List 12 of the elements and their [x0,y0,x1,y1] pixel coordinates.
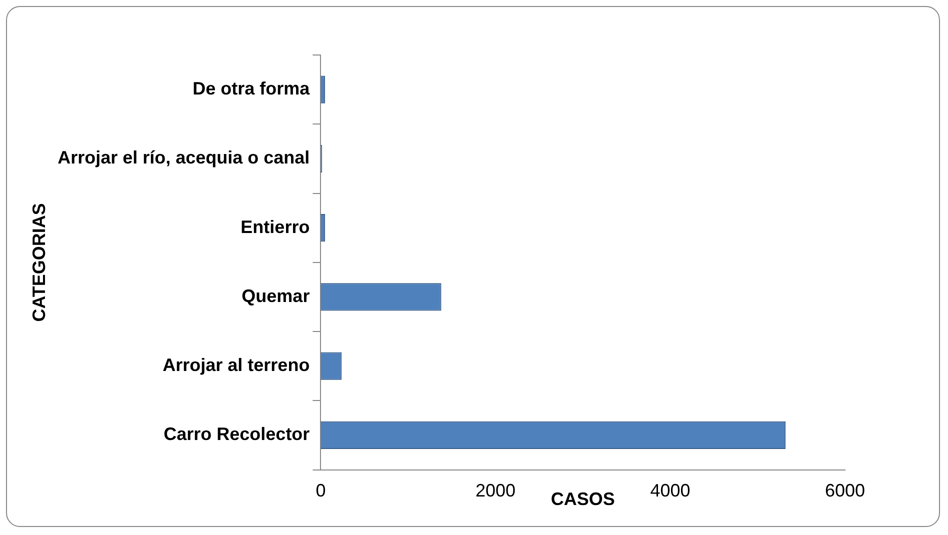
x-tick-label: 4000 [650,480,690,501]
y-tick-label: Arrojar el río, acequia o canal [58,148,310,168]
y-tick-label: Arrojar al terreno [162,355,310,376]
y-tick-label: Quemar [242,286,310,306]
x-tick-label: 6000 [824,480,866,501]
y-axis-title: CATEGORIAS [28,203,49,322]
x-axis-title: CASOS [550,489,615,510]
y-tick-label: Carro Recolector [164,424,310,444]
y-tick-label: Entierro [240,216,310,237]
x-tick-label: 0 [316,480,326,501]
y-tick-label: De otra forma [192,78,311,99]
x-tick-label: 2000 [475,480,516,501]
